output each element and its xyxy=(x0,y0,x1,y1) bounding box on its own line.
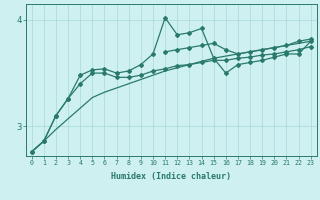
X-axis label: Humidex (Indice chaleur): Humidex (Indice chaleur) xyxy=(111,172,231,181)
